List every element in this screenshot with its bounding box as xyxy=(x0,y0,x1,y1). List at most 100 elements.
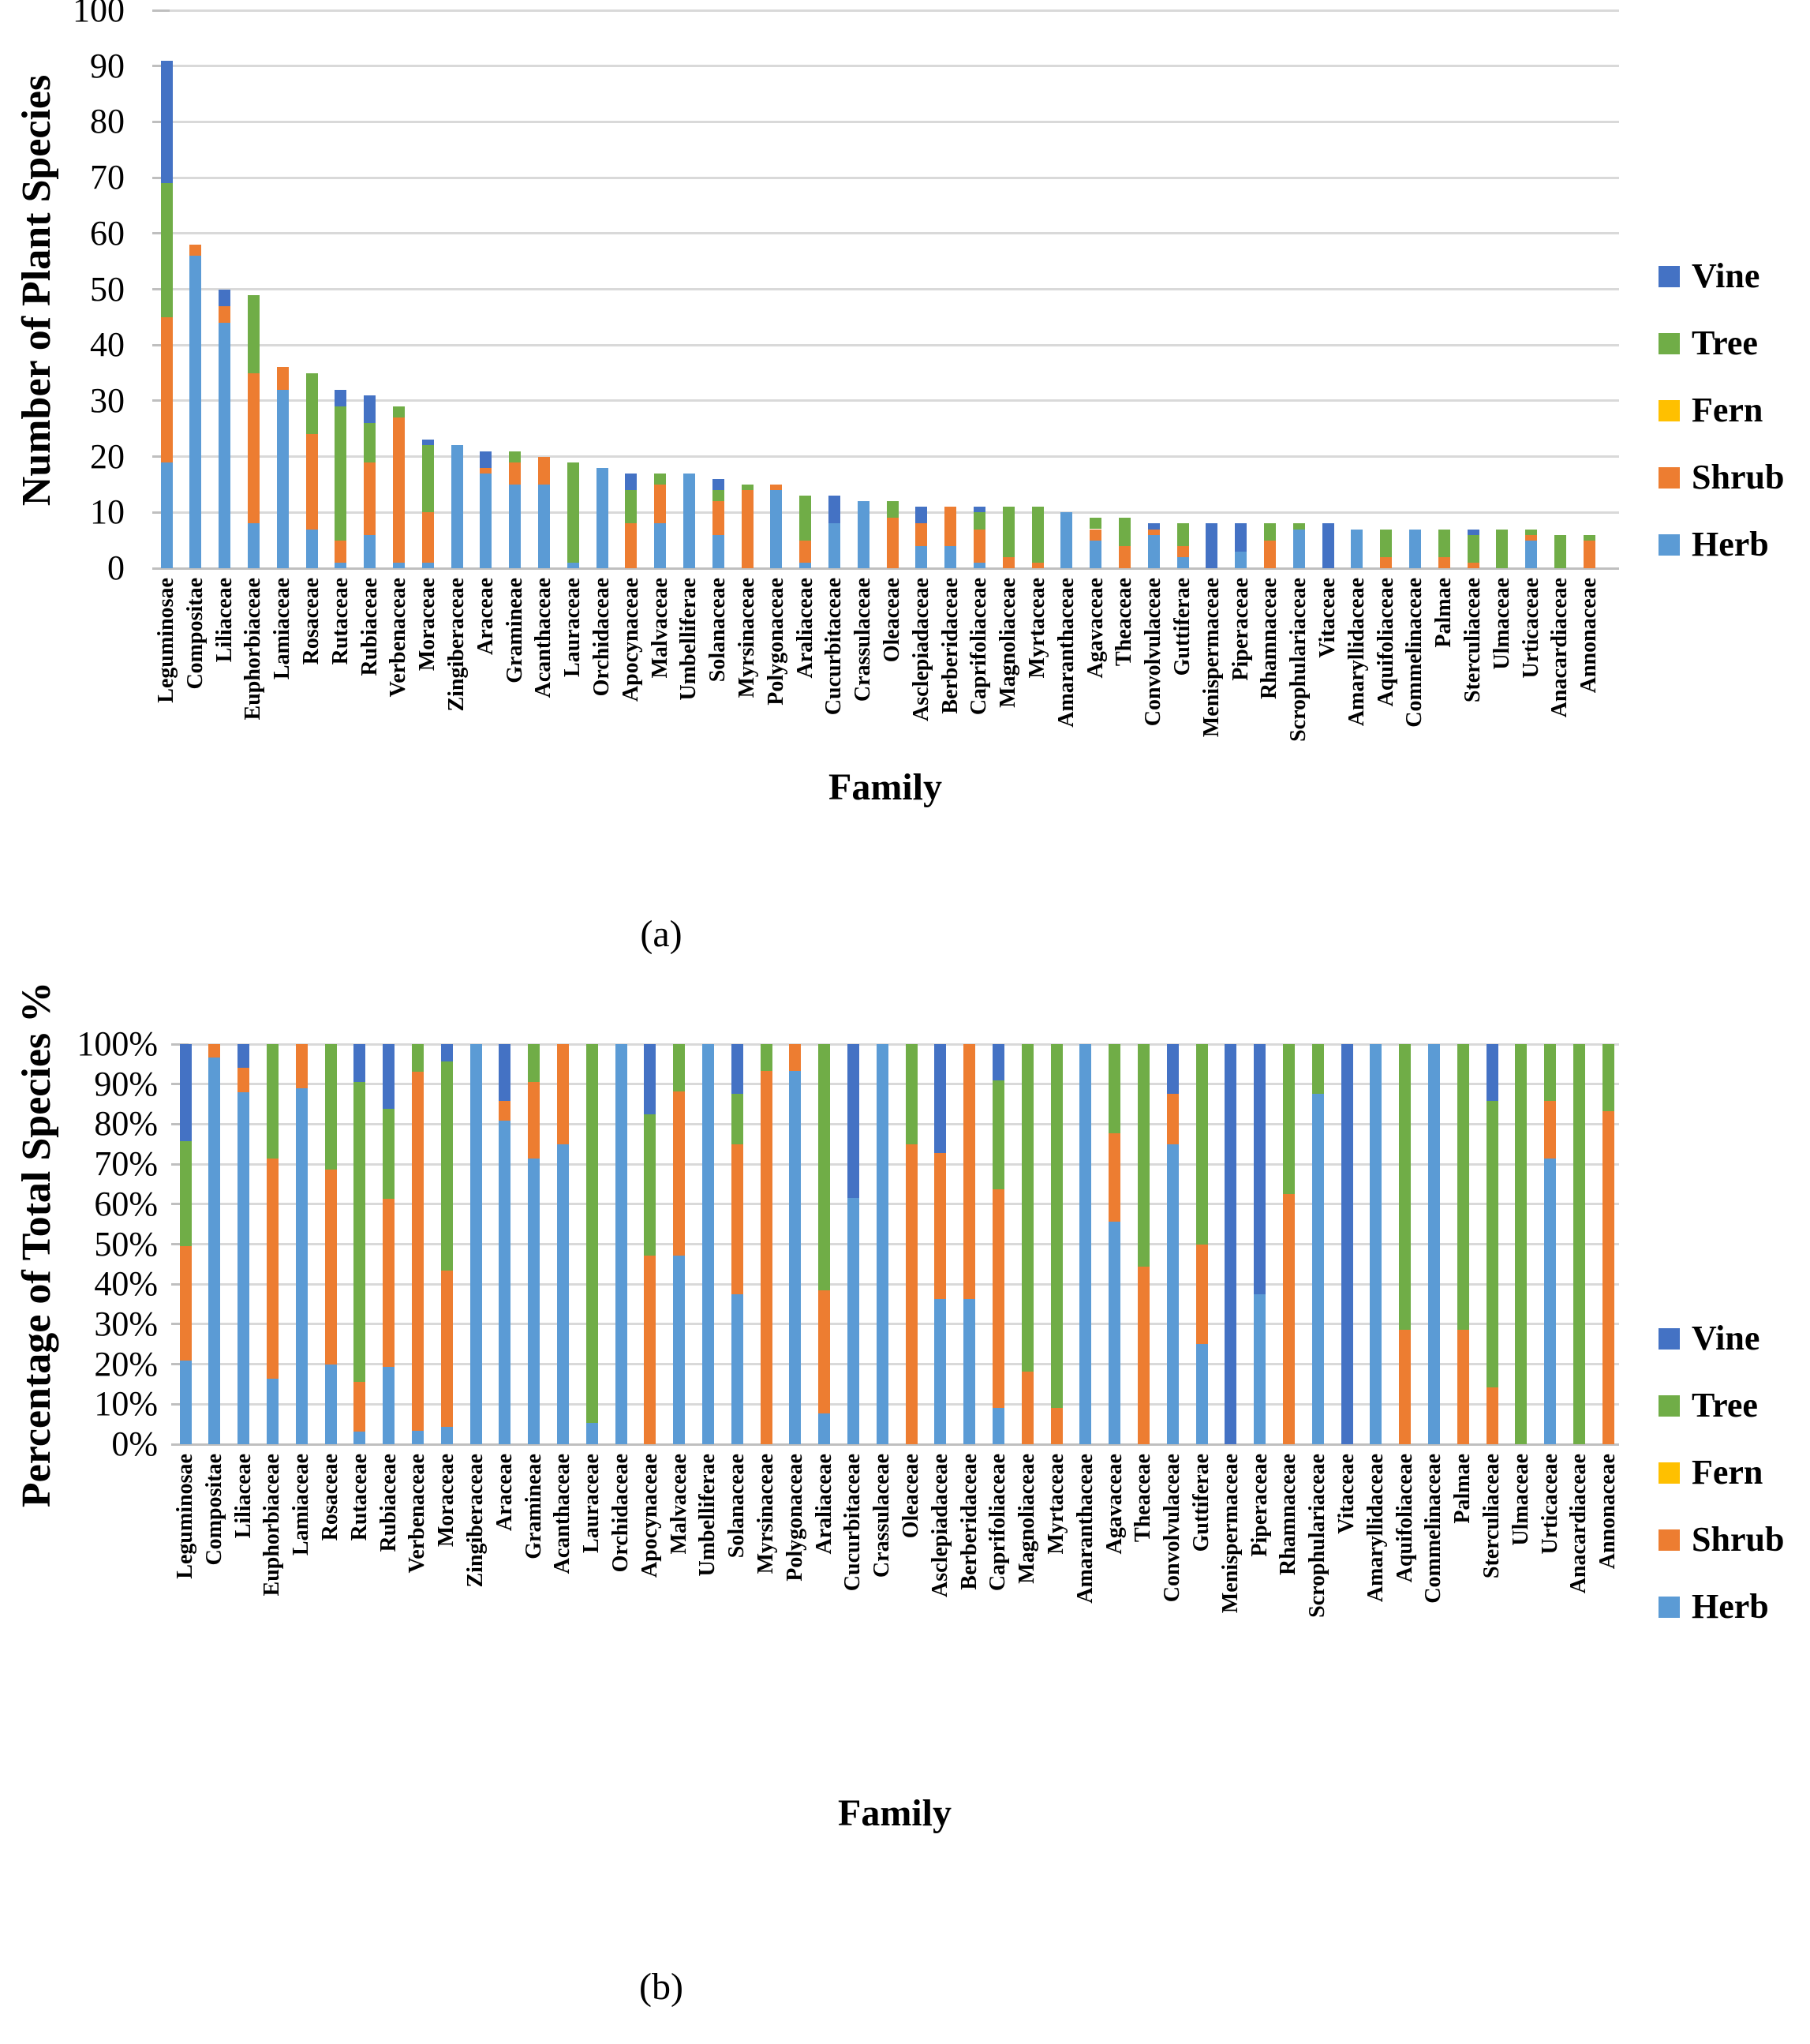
x-label-Crassulaceae: Crassulaceae xyxy=(869,1454,895,1578)
bar-segment-Rutaceae-shrub xyxy=(335,540,347,563)
bar-segment-Araceae-shrub xyxy=(499,1101,511,1121)
bar-segment-Malvaceae-herb xyxy=(673,1256,686,1444)
bar-segment-Amaryllidaceae-herb xyxy=(1351,529,1363,568)
bar-segment-Apocynaceae-tree xyxy=(644,1114,656,1256)
bar-segment-Gramineae-herb xyxy=(509,484,522,568)
bar-segment-Acanthaceae-herb xyxy=(537,484,550,568)
bar-segment-Acanthaceae-herb xyxy=(556,1144,569,1444)
bar-segment-Polygonaceae-herb xyxy=(789,1070,802,1444)
bar-segment-Ulmaceae-tree xyxy=(1515,1044,1528,1444)
x-label-Annonaceae: Annonaceae xyxy=(1576,578,1602,694)
bar-segment-Polygonaceae-shrub xyxy=(789,1044,802,1071)
bar-segment-Guttiferae-tree xyxy=(1176,523,1189,546)
bar-segment-Solanaceae-tree xyxy=(712,490,724,502)
bar-segment-Guttiferae-shrub xyxy=(1176,545,1189,557)
x-label-Aquifoliaceae: Aquifoliaceae xyxy=(1392,1454,1417,1583)
bar-segment-Liliaceae-vine xyxy=(219,289,231,306)
bar-segment-Lamiaceae-herb xyxy=(295,1088,308,1444)
x-label-Gramineae: Gramineae xyxy=(502,578,527,683)
y-tick-label: 90 xyxy=(90,46,125,85)
bar-segment-Lamiaceae-herb xyxy=(276,389,289,568)
bar-segment-Lamiaceae-shrub xyxy=(276,367,289,390)
gridline-20% xyxy=(171,1363,1619,1366)
bar-segment-Solanaceae-vine xyxy=(712,478,724,490)
x-label-Annonaceae: Annonaceae xyxy=(1595,1454,1621,1570)
y-tick-label: 20 xyxy=(90,436,125,476)
bar-segment-Verbenaceae-shrub xyxy=(392,417,405,563)
bar-segment-Convolvulaceae-shrub xyxy=(1147,529,1160,535)
x-label-Rutaceae: Rutaceae xyxy=(346,1454,372,1541)
bar-segment-Araceae-herb xyxy=(480,473,492,568)
x-label-Cucurbitaceae: Cucurbitaceae xyxy=(821,578,847,716)
chart-a-caption: (a) xyxy=(640,913,682,955)
gridline-80% xyxy=(171,1122,1619,1125)
bar-segment-Leguminosae-vine xyxy=(179,1044,192,1141)
x-label-Araceae: Araceae xyxy=(473,578,498,655)
bar-segment-Gramineae-tree xyxy=(528,1044,540,1083)
legend-label-vine: Vine xyxy=(1692,1319,1760,1357)
legend-swatch-herb-icon xyxy=(1659,533,1680,556)
y-tick-label: 0% xyxy=(111,1424,158,1463)
bar-segment-Oleaceae-tree xyxy=(905,1044,918,1144)
bar-segment-Aquifoliaceae-shrub xyxy=(1399,1330,1412,1444)
x-label-Sterculiaceae: Sterculiaceae xyxy=(1460,578,1485,703)
x-label-Berberidaceae: Berberidaceae xyxy=(956,1454,982,1590)
bar-segment-Agavaceae-shrub xyxy=(1090,529,1102,541)
x-label-Aquifoliaceae: Aquifoliaceae xyxy=(1373,578,1398,707)
bar-segment-Verbenaceae-shrub xyxy=(411,1071,424,1431)
bar-segment-Amaranthaceae-herb xyxy=(1079,1044,1092,1444)
bar-segment-Ulmaceae-tree xyxy=(1496,529,1509,568)
bar-segment-Urticaceae-tree xyxy=(1544,1044,1557,1102)
x-label-Amaryllidaceae: Amaryllidaceae xyxy=(1344,578,1369,727)
bar-segment-Piperaceae-herb xyxy=(1254,1293,1266,1444)
x-label-Rhamnaceae: Rhamnaceae xyxy=(1257,578,1282,699)
y-tick-label: 70% xyxy=(94,1144,158,1184)
bar-segment-Euphorbiaceae-herb xyxy=(247,523,260,568)
bar-segment-Amaranthaceae-herb xyxy=(1060,512,1073,568)
x-label-Asclepiadaceae: Asclepiadaceae xyxy=(908,578,933,721)
bar-segment-Araceae-vine xyxy=(480,451,492,468)
bar-segment-Araliaceae-herb xyxy=(818,1413,831,1444)
legend-label-shrub: Shrub xyxy=(1692,458,1785,496)
x-label-Rubiaceae: Rubiaceae xyxy=(376,1454,401,1552)
bar-segment-Magnoliaceae-shrub xyxy=(1002,556,1015,568)
gridline-10 xyxy=(152,511,1619,514)
bar-segment-Leguminosae-herb xyxy=(179,1361,192,1444)
legend-label-shrub: Shrub xyxy=(1692,1520,1785,1559)
bar-segment-Euphorbiaceae-tree xyxy=(266,1044,279,1159)
bar-segment-Araliaceae-herb xyxy=(799,562,812,568)
bar-segment-Magnoliaceae-shrub xyxy=(1021,1371,1034,1444)
bar-segment-Scrophulariaceae-herb xyxy=(1292,529,1305,568)
x-label-Liliaceae: Liliaceae xyxy=(230,1454,256,1539)
x-label-Lamiaceae: Lamiaceae xyxy=(289,1454,314,1556)
bar-segment-Rutaceae-vine xyxy=(335,389,347,406)
bar-segment-Zingiberaceae-herb xyxy=(451,445,463,568)
x-label-Myrtaceae: Myrtaceae xyxy=(1025,578,1049,679)
legend-item-fern: Fern xyxy=(1659,390,1784,431)
bar-segment-Euphorbiaceae-herb xyxy=(266,1379,279,1444)
x-label-Orchidaceae: Orchidaceae xyxy=(589,578,614,697)
bar-segment-Gramineae-herb xyxy=(528,1158,540,1444)
bar-segment-Convolvulaceae-herb xyxy=(1147,534,1160,568)
bar-segment-Convolvulaceae-vine xyxy=(1147,523,1160,530)
x-label-Commelinaceae: Commelinaceae xyxy=(1402,578,1427,728)
gridline-40 xyxy=(152,343,1619,346)
x-label-Polygonaceae: Polygonaceae xyxy=(782,1454,807,1582)
bar-segment-Orchidaceae-herb xyxy=(596,467,608,568)
bar-segment-Compositae-shrub xyxy=(189,244,202,256)
legend-label-fern: Fern xyxy=(1692,391,1763,429)
bar-segment-Oleaceae-tree xyxy=(886,501,899,518)
x-label-Commelinaceae: Commelinaceae xyxy=(1421,1454,1446,1604)
x-label-Euphorbiaceae: Euphorbiaceae xyxy=(241,578,266,721)
bar-segment-Guttiferae-shrub xyxy=(1195,1244,1208,1345)
chart-b-x-axis-title: Family xyxy=(838,1792,952,1834)
legend-item-herb: Herb xyxy=(1659,524,1784,565)
bar-segment-Commelinaceae-herb xyxy=(1408,529,1421,568)
bar-segment-Asclepiadaceae-shrub xyxy=(915,523,928,546)
gridline-90 xyxy=(152,65,1619,68)
x-label-Moraceae: Moraceae xyxy=(434,1454,459,1548)
bar-segment-Annonaceae-shrub xyxy=(1602,1110,1614,1444)
y-tick-label: 100% xyxy=(77,1024,158,1063)
bar-segment-Oleaceae-shrub xyxy=(905,1144,918,1444)
bar-segment-Caprifoliaceae-herb xyxy=(973,562,985,568)
